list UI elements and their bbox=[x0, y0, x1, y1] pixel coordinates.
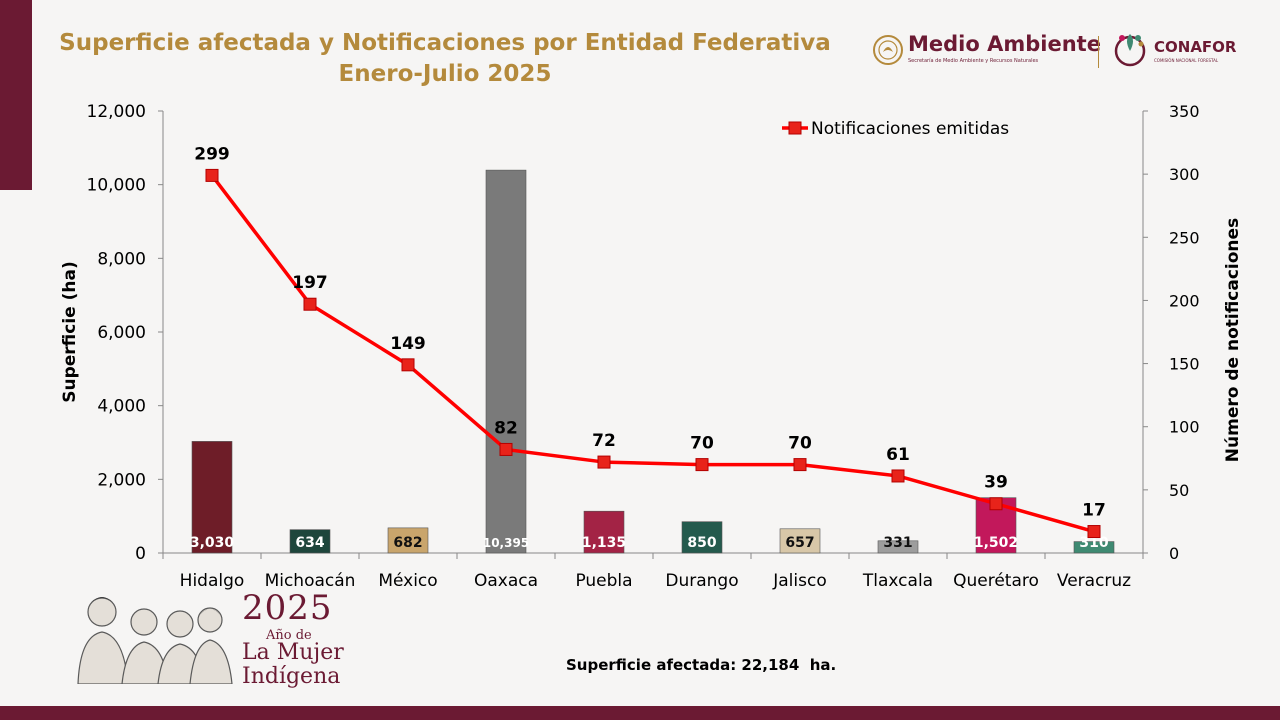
chart-title: Superficie afectada y Notificaciones por… bbox=[0, 28, 890, 90]
y2-tick-label: 50 bbox=[1169, 481, 1189, 500]
notifications-value-label: 82 bbox=[494, 418, 518, 438]
legend-marker-swatch bbox=[788, 121, 802, 135]
bar-hidalgo bbox=[191, 441, 233, 554]
notifications-marker bbox=[205, 168, 219, 182]
logo-medio-ambiente: Medio Ambiente bbox=[908, 32, 1101, 56]
notifications-line bbox=[210, 174, 1095, 534]
logo-divider bbox=[1098, 36, 1099, 68]
y2-axis-title: Número de notificaciones bbox=[1223, 218, 1243, 462]
y-tick-label: 6,000 bbox=[97, 323, 146, 343]
x-tick-label: Michoacán bbox=[265, 571, 356, 591]
x-tick-label: Querétaro bbox=[953, 571, 1039, 591]
x-tick-label: Durango bbox=[665, 571, 738, 591]
notifications-value-label: 61 bbox=[886, 445, 910, 465]
x-tick-label: Hidalgo bbox=[180, 571, 245, 591]
y2-tick-label: 150 bbox=[1169, 355, 1200, 374]
y-tick-label: 0 bbox=[135, 544, 146, 564]
bar-value-label: 331 bbox=[883, 535, 912, 551]
bar-tlaxcala bbox=[877, 540, 919, 554]
bar-value-label: 10,395 bbox=[483, 536, 529, 550]
y-tick-label: 8,000 bbox=[97, 249, 146, 269]
bar-value-label: 657 bbox=[785, 535, 814, 551]
notifications-marker bbox=[303, 297, 317, 311]
y2-tick-label: 250 bbox=[1169, 228, 1200, 247]
mexico-seal-icon bbox=[873, 35, 903, 65]
y-tick-label: 12,000 bbox=[87, 102, 146, 122]
bar-value-label: 634 bbox=[295, 535, 324, 551]
x-tick-label: Veracruz bbox=[1057, 571, 1131, 591]
x-tick-label: México bbox=[378, 571, 437, 591]
bar-value-label: 1,135 bbox=[582, 535, 626, 551]
notifications-marker bbox=[891, 469, 905, 483]
bar-oaxaca bbox=[485, 169, 527, 554]
bar-durango bbox=[681, 521, 723, 554]
notifications-value-label: 17 bbox=[1082, 501, 1106, 521]
chart: 0 2,000 4,000 6,000 8,000 10,000 12,000 0 50 100 1… bbox=[60, 102, 1243, 591]
y2-tick-label: 350 bbox=[1169, 102, 1200, 121]
bar-jalisco bbox=[779, 528, 821, 554]
bar-value-label: 310 bbox=[1079, 535, 1108, 551]
notifications-marker bbox=[793, 458, 807, 472]
notifications-marker bbox=[1087, 525, 1101, 539]
logo-conafor-subtitle: COMISIÓN NACIONAL FORESTAL bbox=[1154, 58, 1219, 63]
notifications-value-label: 70 bbox=[690, 434, 714, 454]
notifications-marker bbox=[597, 455, 611, 469]
y-tick-label: 10,000 bbox=[87, 176, 146, 196]
bar-value-label: 850 bbox=[687, 535, 716, 551]
notifications-marker bbox=[989, 497, 1003, 511]
year-tagline-1: La Mujer bbox=[242, 640, 344, 665]
notifications-value-label: 72 bbox=[592, 431, 616, 451]
title-line-2: Enero-Julio 2025 bbox=[338, 61, 552, 87]
bottom-accent-bar bbox=[0, 706, 1280, 720]
logo-medio-ambiente-subtitle: Secretaría de Medio Ambiente y Recursos … bbox=[908, 58, 1039, 64]
bar-veracruz bbox=[1073, 541, 1115, 554]
year-logo-block: 2025 Año de La Mujer Indígena bbox=[70, 580, 360, 690]
notifications-value-label: 39 bbox=[984, 473, 1008, 493]
y2-tick-label: 100 bbox=[1169, 418, 1200, 437]
notifications-marker bbox=[401, 358, 415, 372]
bar-value-label: 682 bbox=[393, 535, 422, 551]
conafor-leaf-icon bbox=[1114, 34, 1146, 67]
x-tick-label: Tlaxcala bbox=[862, 571, 933, 591]
year-tagline-2: Indígena bbox=[242, 664, 341, 689]
bar-value-label: 1,502 bbox=[974, 535, 1018, 551]
bar-value-label: 3,030 bbox=[190, 535, 235, 551]
y2-tick-label: 0 bbox=[1169, 544, 1179, 563]
left-accent-bar bbox=[0, 0, 32, 190]
y2-tick-label: 200 bbox=[1169, 291, 1200, 310]
bar-michoacán bbox=[289, 529, 331, 554]
x-tick-label: Puebla bbox=[575, 571, 632, 591]
legend-label: Notificaciones emitidas bbox=[811, 119, 1009, 139]
total-area-note: Superficie afectada: 22,184 ha. bbox=[566, 656, 837, 674]
bar-puebla bbox=[583, 510, 625, 554]
x-tick-label: Jalisco bbox=[772, 571, 826, 591]
x-tick-label: Oaxaca bbox=[474, 571, 538, 591]
y2-tick-label: 300 bbox=[1169, 165, 1200, 184]
notifications-value-label: 149 bbox=[390, 334, 426, 354]
year-number: 2025 bbox=[242, 588, 333, 628]
y-tick-label: 2,000 bbox=[97, 470, 146, 490]
notifications-marker bbox=[499, 442, 513, 456]
notifications-marker bbox=[695, 458, 709, 472]
bar-méxico bbox=[387, 527, 429, 554]
notifications-value-label: 299 bbox=[194, 144, 230, 164]
logo-conafor: CONAFOR bbox=[1154, 38, 1237, 56]
notifications-value-label: 70 bbox=[788, 434, 812, 454]
y-axis-title: Superficie (ha) bbox=[60, 261, 80, 403]
logos: Medio Ambiente Secretaría de Medio Ambie… bbox=[872, 30, 1252, 76]
women-portraits-illustration bbox=[77, 597, 233, 684]
title-line-1: Superficie afectada y Notificaciones por… bbox=[59, 30, 831, 56]
y-tick-label: 4,000 bbox=[97, 397, 146, 417]
notifications-value-label: 197 bbox=[292, 273, 328, 293]
year-subtitle: Año de bbox=[266, 628, 312, 643]
